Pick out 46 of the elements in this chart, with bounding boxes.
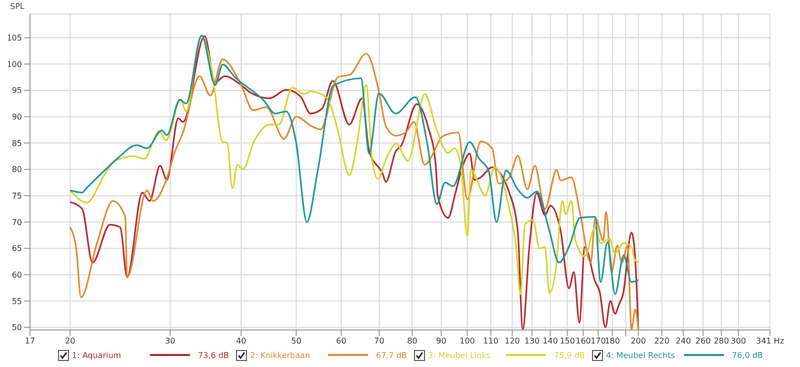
y-tick-label: 95: [12, 86, 22, 96]
x-tick-label: 60: [336, 336, 346, 346]
x-tick-label: 260: [695, 336, 711, 346]
x-tick-label: 180: [604, 336, 620, 346]
y-tick-label: 100: [6, 60, 22, 69]
y-tick-label: 55: [12, 296, 22, 306]
text: 3: Meubel Links: [428, 350, 492, 360]
y-tick-label: 80: [12, 165, 22, 174]
x-tick-label: 300: [730, 336, 746, 346]
text: 67,7 dB: [376, 350, 407, 360]
x-tick-label: 120: [504, 336, 520, 346]
x-tick-label: 110: [483, 336, 498, 346]
x-tick-label: 160: [576, 336, 591, 346]
x-tick-label: 30: [165, 336, 176, 346]
text: 73,6 dB: [198, 350, 229, 360]
text: 76,0 dB: [732, 350, 763, 360]
x-tick-label: 90: [436, 336, 446, 346]
x-tick-label: 17: [24, 336, 36, 346]
x-tick-label: 170: [590, 336, 606, 346]
y-tick-label: 70: [12, 218, 22, 227]
x-tick-label: 140: [542, 336, 558, 346]
x-tick-label: 40: [236, 336, 246, 346]
x-tick-label: 220: [654, 336, 670, 346]
x-tick-label: 80: [407, 336, 418, 346]
y-tick-label: 105: [6, 34, 22, 43]
x-tick-label: 280: [714, 336, 730, 346]
text: 2: Knikkerbaan: [250, 350, 312, 360]
x-tick-label: 341 Hz: [756, 336, 784, 346]
y-axis-title: SPL: [10, 2, 24, 11]
y-tick-label: 65: [12, 244, 22, 254]
text: 4: Meubel Rechts: [606, 350, 676, 360]
x-tick-label: 200: [630, 336, 646, 346]
x-tick-label: 150: [560, 336, 575, 346]
text: 75,9 dB: [554, 350, 585, 360]
x-tick-label: 20: [65, 336, 76, 346]
y-tick-label: 60: [12, 270, 22, 280]
y-tick-label: 75: [12, 192, 22, 201]
x-tick-label: 70: [374, 336, 384, 346]
y-tick-label: 90: [12, 112, 22, 122]
y-tick-label: 50: [12, 323, 22, 332]
text: 1: Aquarium: [72, 350, 122, 360]
x-tick-label: 100: [460, 336, 475, 346]
x-tick-label: 50: [291, 336, 302, 346]
x-tick-label: 240: [676, 336, 691, 346]
x-tick-label: 130: [524, 336, 540, 346]
y-tick-label: 85: [12, 138, 22, 148]
